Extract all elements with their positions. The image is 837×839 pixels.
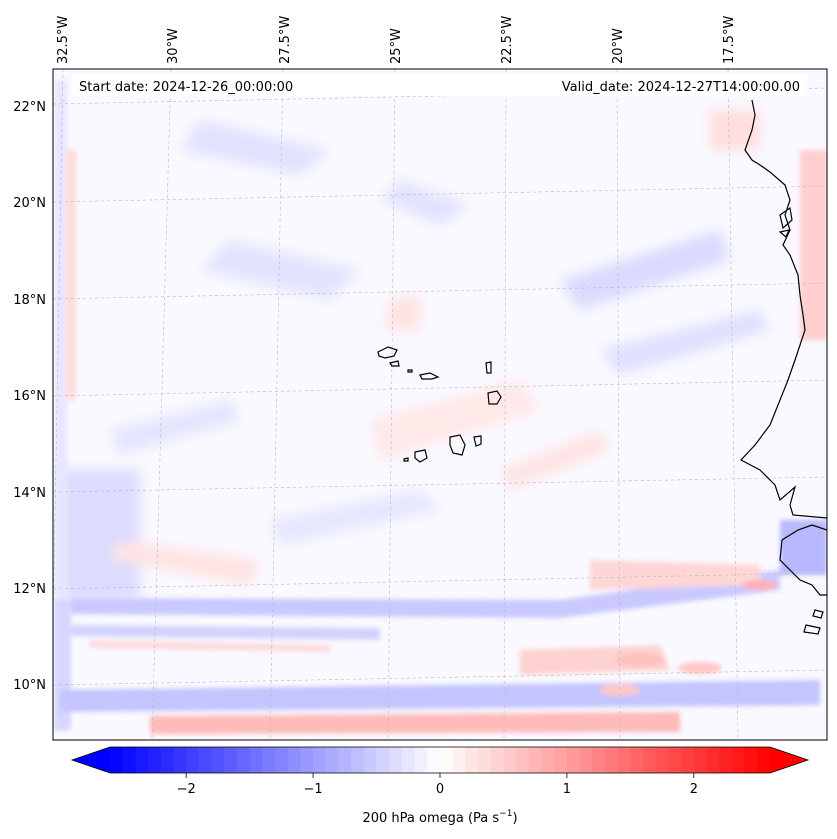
cape-verde-islands xyxy=(377,346,502,463)
colorbar-segment xyxy=(236,747,251,773)
colorbar-segment xyxy=(566,747,581,773)
colorbar-segment xyxy=(427,747,441,773)
colorbar-segment xyxy=(478,747,492,773)
colorbar-tick-label: 1 xyxy=(563,782,571,797)
colorbar-segment xyxy=(440,747,454,773)
colorbar-segment xyxy=(325,747,340,773)
coastlines xyxy=(377,99,827,635)
colorbar-segment xyxy=(744,747,758,773)
colorbar-tick-label: −2 xyxy=(177,782,196,797)
guinea-coast xyxy=(779,524,827,596)
colorbar-segment xyxy=(160,747,175,773)
colorbar-segment xyxy=(516,747,530,773)
africa-coastline xyxy=(740,99,827,519)
colorbar-segment xyxy=(363,747,378,773)
lon-label: 17.5°W xyxy=(722,16,737,64)
colorbar-segment xyxy=(224,747,238,773)
map-panel: Start date: 2024-12-26_00:00:00 Valid_da… xyxy=(52,68,828,741)
date-header-band xyxy=(72,74,807,96)
colorbar-segment xyxy=(617,747,631,773)
lon-label: 30°W xyxy=(166,28,181,64)
lat-label: 16°N xyxy=(13,389,46,404)
colorbar-segment xyxy=(401,747,416,773)
colorbar-segment xyxy=(541,747,555,773)
colorbar-segment xyxy=(313,747,327,773)
colorbar-segment xyxy=(211,747,225,773)
lat-label: 10°N xyxy=(13,678,46,693)
colorbar-segment xyxy=(655,747,670,773)
colorbar-segment xyxy=(503,747,517,773)
colorbar-segment xyxy=(668,747,682,773)
lon-label: 27.5°W xyxy=(278,16,293,64)
colorbar-segment xyxy=(719,747,733,773)
colorbar-segment xyxy=(135,747,149,773)
colorbar-segment xyxy=(186,747,200,773)
colorbar-segment xyxy=(706,747,720,773)
colorbar-segment xyxy=(110,747,124,773)
colorbar-segment xyxy=(554,747,568,773)
lat-label: 18°N xyxy=(13,293,46,308)
barra-islands xyxy=(778,206,793,238)
colorbar: −2 −1 0 1 2 200 hPa omega (Pa s−1) xyxy=(70,746,810,826)
start-date-label: Start date: 2024-12-26_00:00:00 xyxy=(79,80,293,95)
lat-label: 12°N xyxy=(13,582,46,597)
colorbar-segment xyxy=(579,747,593,773)
lon-label: 22.5°W xyxy=(500,16,515,64)
longitude-labels: 32.5°W 30°W 27.5°W 25°W 22.5°W 20°W 17.5… xyxy=(56,16,737,64)
colorbar-ticks: −2 −1 0 1 2 xyxy=(177,773,698,797)
colorbar-tick-label: 0 xyxy=(436,782,444,797)
colorbar-segment xyxy=(376,747,390,773)
colorbar-segment xyxy=(148,747,162,773)
latitude-labels: 22°N 20°N 18°N 16°N 14°N 12°N 10°N xyxy=(13,100,46,693)
colorbar-segment xyxy=(198,747,213,773)
colorbar-segment xyxy=(681,747,695,773)
colorbar-segment xyxy=(592,747,606,773)
colorbar-label: 200 hPa omega (Pa s−1) xyxy=(362,809,517,826)
colorbar-extend-high xyxy=(770,747,808,773)
colorbar-segment xyxy=(122,747,136,773)
lon-label: 20°W xyxy=(611,28,626,64)
colorbar-segment xyxy=(643,747,657,773)
omega-field xyxy=(55,80,827,734)
valid-date-label: Valid_date: 2024-12-27T14:00:00.00 xyxy=(562,80,800,95)
colorbar-segment xyxy=(338,747,352,773)
colorbar-segment xyxy=(490,747,505,773)
graticule xyxy=(53,69,827,740)
lat-label: 14°N xyxy=(13,486,46,501)
colorbar-segment xyxy=(389,747,403,773)
colorbar-tick-label: −1 xyxy=(303,782,322,797)
colorbar-extend-low xyxy=(72,747,110,773)
bissagos-islands xyxy=(803,609,824,635)
colorbar-segments xyxy=(72,747,808,773)
colorbar-segment xyxy=(757,747,771,773)
colorbar-segment xyxy=(262,747,276,773)
colorbar-segment xyxy=(287,747,301,773)
colorbar-segment xyxy=(351,747,365,773)
map-frame xyxy=(52,68,828,741)
colorbar-segment xyxy=(300,747,314,773)
lon-label: 32.5°W xyxy=(56,16,71,64)
colorbar-segment xyxy=(465,747,479,773)
colorbar-segment xyxy=(275,747,289,773)
colorbar-segment xyxy=(528,747,543,773)
colorbar-segment xyxy=(605,747,619,773)
colorbar-segment xyxy=(693,747,708,773)
colorbar-segment xyxy=(630,747,644,773)
colorbar-segment xyxy=(414,747,428,773)
colorbar-segment xyxy=(452,747,466,773)
lat-label: 22°N xyxy=(13,100,46,115)
colorbar-outline xyxy=(70,746,810,774)
colorbar-tick-label: 2 xyxy=(690,782,698,797)
colorbar-segment xyxy=(173,747,187,773)
lon-label: 25°W xyxy=(389,28,404,64)
colorbar-segment xyxy=(249,747,263,773)
colorbar-segment xyxy=(731,747,746,773)
lat-label: 20°N xyxy=(13,196,46,211)
